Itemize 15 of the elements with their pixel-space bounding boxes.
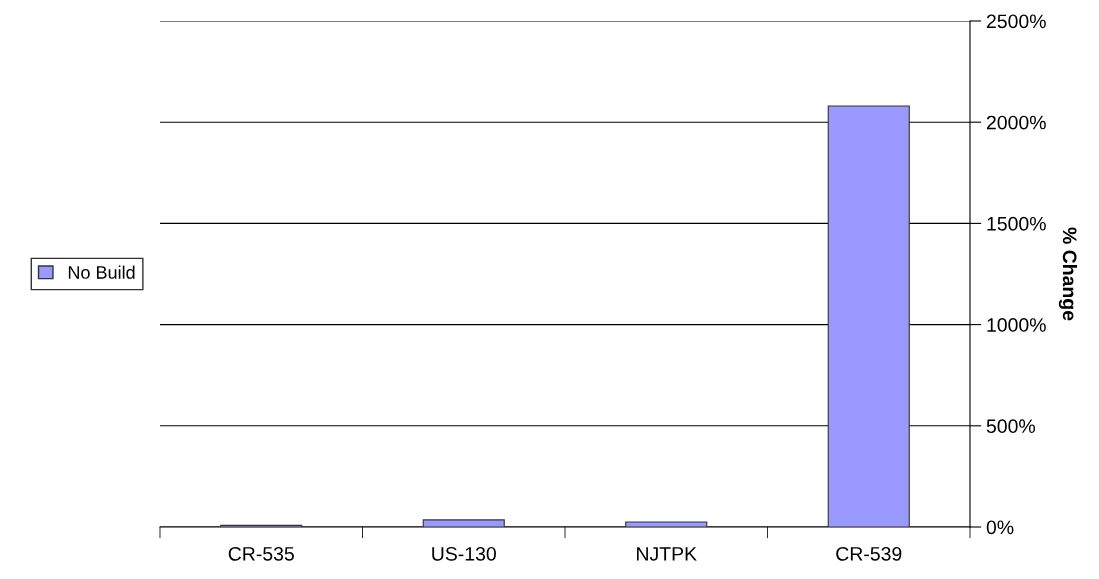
y-tick-label: 500% bbox=[986, 419, 1036, 434]
x-tick-label: CR-539 bbox=[836, 546, 902, 561]
x-tick-label: US-130 bbox=[432, 546, 496, 561]
y-tick-label: 1500% bbox=[987, 216, 1046, 231]
x-tick-label: CR-535 bbox=[228, 546, 294, 561]
y-tick-label: 0% bbox=[986, 520, 1014, 535]
bar bbox=[625, 521, 708, 527]
y-tick-label: 2000% bbox=[986, 115, 1046, 130]
bar bbox=[827, 105, 910, 527]
y-tick-label: 2500% bbox=[986, 14, 1046, 29]
x-tick-label: NJTPK bbox=[637, 547, 697, 561]
y-tick-label: 1000% bbox=[987, 318, 1046, 332]
legend-label: No Build bbox=[68, 265, 135, 279]
y-axis-title: % Change bbox=[1058, 227, 1078, 321]
bar bbox=[422, 519, 505, 527]
